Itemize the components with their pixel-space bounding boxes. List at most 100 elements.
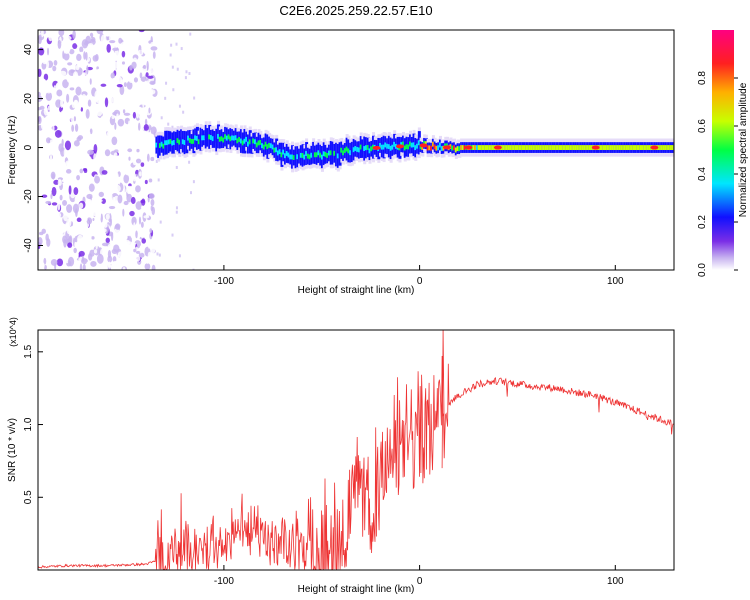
spectrogram-noise-cell (73, 140, 80, 147)
spectrogram-noise-cell (143, 124, 149, 131)
spectrogram-ridge-cell (622, 145, 626, 150)
spectrogram-ridge-cell (669, 145, 673, 150)
spectrogram-ridge-cell (527, 145, 531, 150)
spectrogram-ridge-cell (236, 138, 240, 144)
spectrogram-ridge-cell (303, 154, 307, 160)
spectrogram-ridge-cell (569, 145, 573, 150)
spectrogram-noise-cell (56, 258, 64, 267)
spectrogram-noise-cell (53, 85, 57, 94)
spectrogram-noise-cell (112, 260, 118, 267)
spectrogram-noise-cell (93, 98, 97, 107)
spectrogram-noise-cell (101, 198, 106, 204)
spectrogram-noise-cell (47, 105, 54, 111)
spectrogram-noise-cell (140, 76, 147, 82)
spectrogram-noise-cell (147, 75, 154, 79)
spectrogram-ridge-cell (484, 145, 488, 150)
spectrogram-ridge-cell (491, 145, 495, 150)
spectrogram-noise-cell (81, 258, 88, 265)
spectrogram-noise-cell (114, 172, 119, 181)
spectrogram-noise-cell (65, 169, 72, 174)
spectrogram-noise-cell (105, 81, 110, 86)
spectrogram-noise-cell (103, 72, 111, 83)
spectrogram-ridge-cell (555, 145, 559, 150)
spectrogram-ridge-cell (338, 151, 342, 157)
spectrogram-ridge-cell (324, 151, 328, 157)
spectrogram-ridge-cell (488, 145, 492, 150)
spectrogram-noise-cell (139, 72, 143, 79)
spectrogram-noise-cell (112, 256, 117, 263)
spectrogram-ridge-cell (361, 146, 365, 152)
spectrogram-noise-cell (126, 81, 133, 90)
spectrogram-noise-cell (43, 107, 49, 116)
spectrogram-ridge-cell (365, 145, 369, 151)
spectrogram-noise-cell (70, 114, 74, 123)
spectrogram-y-tick-label: 40 (23, 44, 34, 56)
spectrogram-ridge-cell (535, 145, 539, 150)
spectrogram-noise-cell (111, 115, 115, 120)
spectrogram-noise-cell (73, 116, 77, 122)
spectrogram-noise-cell (71, 229, 79, 236)
spectrogram-noise-cell (94, 175, 100, 184)
spectrogram-ridge-cell (657, 145, 661, 150)
spectrogram-ridge-cell (178, 139, 182, 145)
spectrogram-ridge-cell (217, 133, 221, 139)
spectrogram-ridge-cell (250, 142, 254, 148)
spectrogram-noise-cell (87, 99, 92, 107)
spectrogram-noise-cell (72, 203, 80, 214)
spectrogram-noise-cell (159, 220, 162, 224)
spectrogram-noise-cell (140, 98, 145, 104)
spectrogram-noise-cell (119, 151, 123, 159)
spectrogram-noise-cell (139, 88, 146, 96)
spectrogram-noise-cell (125, 43, 128, 50)
spectrogram-ridge-cell (490, 145, 494, 150)
spectrogram-noise-cell (49, 154, 53, 162)
spectrogram-noise-cell (38, 211, 41, 222)
spectrogram-ridge-cell (453, 145, 457, 151)
spectrogram-noise-cell (114, 49, 120, 60)
spectrogram-noise-cell (100, 228, 107, 233)
spectrogram-noise-cell (100, 213, 103, 223)
spectrogram-noise-cell (138, 106, 142, 116)
spectrogram-noise-cell (109, 40, 116, 44)
spectrogram-noise-cell (76, 217, 82, 222)
spectrogram-ridge-cell (586, 145, 590, 150)
spectrogram-noise-cell (142, 45, 149, 55)
spectrogram-ridge-cell (542, 145, 546, 150)
spectrogram-noise-cell (115, 223, 121, 230)
spectrogram-ridge-cell (500, 145, 504, 150)
spectrogram-ridge-cell (280, 152, 284, 158)
spectrogram-ridge-cell (294, 154, 298, 160)
spectrogram-noise-cell (38, 190, 45, 196)
spectrogram-noise-cell (145, 72, 149, 78)
spectrogram-noise-cell (111, 136, 118, 146)
spectrogram-ridge-cell (243, 138, 247, 144)
spectrogram-noise-cell (73, 247, 77, 254)
spectrogram-noise-cell (96, 232, 104, 240)
spectrogram-noise-cell (129, 30, 137, 36)
spectrogram-ridge-cell (648, 145, 652, 150)
spectrogram-cells (38, 30, 674, 270)
spectrogram-noise-cell (122, 67, 126, 76)
spectrogram-ridge-cell (609, 145, 613, 150)
snr-x-tick-label: -100 (214, 576, 234, 587)
spectrogram-noise-cell (62, 199, 68, 206)
spectrogram-ridge-cell (352, 147, 356, 153)
spectrogram-noise-cell (74, 99, 79, 108)
spectrogram-noise-cell (45, 200, 52, 205)
spectrogram-noise-cell (59, 62, 63, 68)
spectrogram-ridge-cell (474, 145, 478, 150)
spectrogram-ridge-cell (581, 145, 585, 150)
spectrogram-noise-cell (43, 73, 49, 81)
spectrogram-noise-cell (74, 197, 78, 203)
spectrogram-ridge-cell (401, 141, 405, 147)
spectrogram-ridge-cell (269, 143, 273, 149)
spectrogram-noise-cell (109, 192, 113, 201)
spectrogram-peak-cell (396, 144, 405, 149)
spectrogram-noise-cell (78, 250, 85, 257)
spectrogram-noise-cell (146, 136, 152, 143)
spectrogram-noise-cell (71, 212, 76, 220)
spectrogram-noise-cell (135, 255, 141, 262)
spectrogram-noise-cell (66, 154, 74, 159)
spectrogram-ridge-cell (296, 154, 300, 160)
spectrogram-ridge-cell (345, 146, 349, 152)
